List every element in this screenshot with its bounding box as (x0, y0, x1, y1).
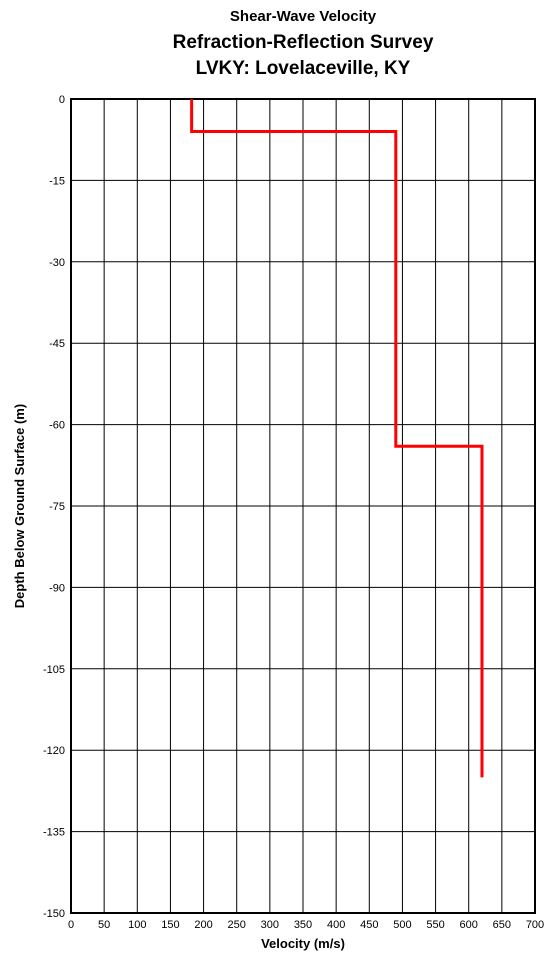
x-axis-label: Velocity (m/s) (261, 936, 345, 951)
y-tick-label: -150 (43, 908, 65, 920)
x-tick-label: 350 (294, 919, 312, 931)
y-tick-label: -45 (49, 338, 65, 350)
x-tick-label: 200 (194, 919, 212, 931)
y-tick-label: -120 (43, 745, 65, 757)
data-line (190, 99, 484, 778)
plot-frame (70, 98, 536, 914)
chart-site: LVKY: Lovelaceville, KY (196, 58, 411, 79)
y-tick-label: -135 (43, 827, 65, 839)
x-tick-label: 450 (360, 919, 378, 931)
y-tick-label: -30 (49, 257, 65, 269)
x-tick-label: 0 (68, 919, 74, 931)
x-tick-label: 100 (128, 919, 146, 931)
y-tick-label: -15 (49, 175, 65, 187)
x-tick-label: 150 (161, 919, 179, 931)
x-tick-label: 300 (261, 919, 279, 931)
y-axis-label: Depth Below Ground Surface (m) (12, 404, 27, 608)
x-tick-label: 600 (460, 919, 478, 931)
x-tick-label: 500 (393, 919, 411, 931)
y-tick-label: -60 (49, 420, 65, 432)
chart-title: Shear-Wave Velocity (230, 8, 377, 25)
y-tick-label: -105 (43, 664, 65, 676)
x-tick-label: 400 (327, 919, 345, 931)
x-tick-label: 50 (98, 919, 110, 931)
x-tick-label: 650 (493, 919, 511, 931)
x-tick-label: 700 (526, 919, 544, 931)
x-tick-label: 550 (426, 919, 444, 931)
chart-subtitle: Refraction-Reflection Survey (173, 32, 434, 53)
x-tick-label: 250 (228, 919, 246, 931)
y-tick-label: 0 (59, 94, 65, 106)
y-tick-label: -75 (49, 501, 65, 513)
y-tick-label: -90 (49, 582, 65, 594)
